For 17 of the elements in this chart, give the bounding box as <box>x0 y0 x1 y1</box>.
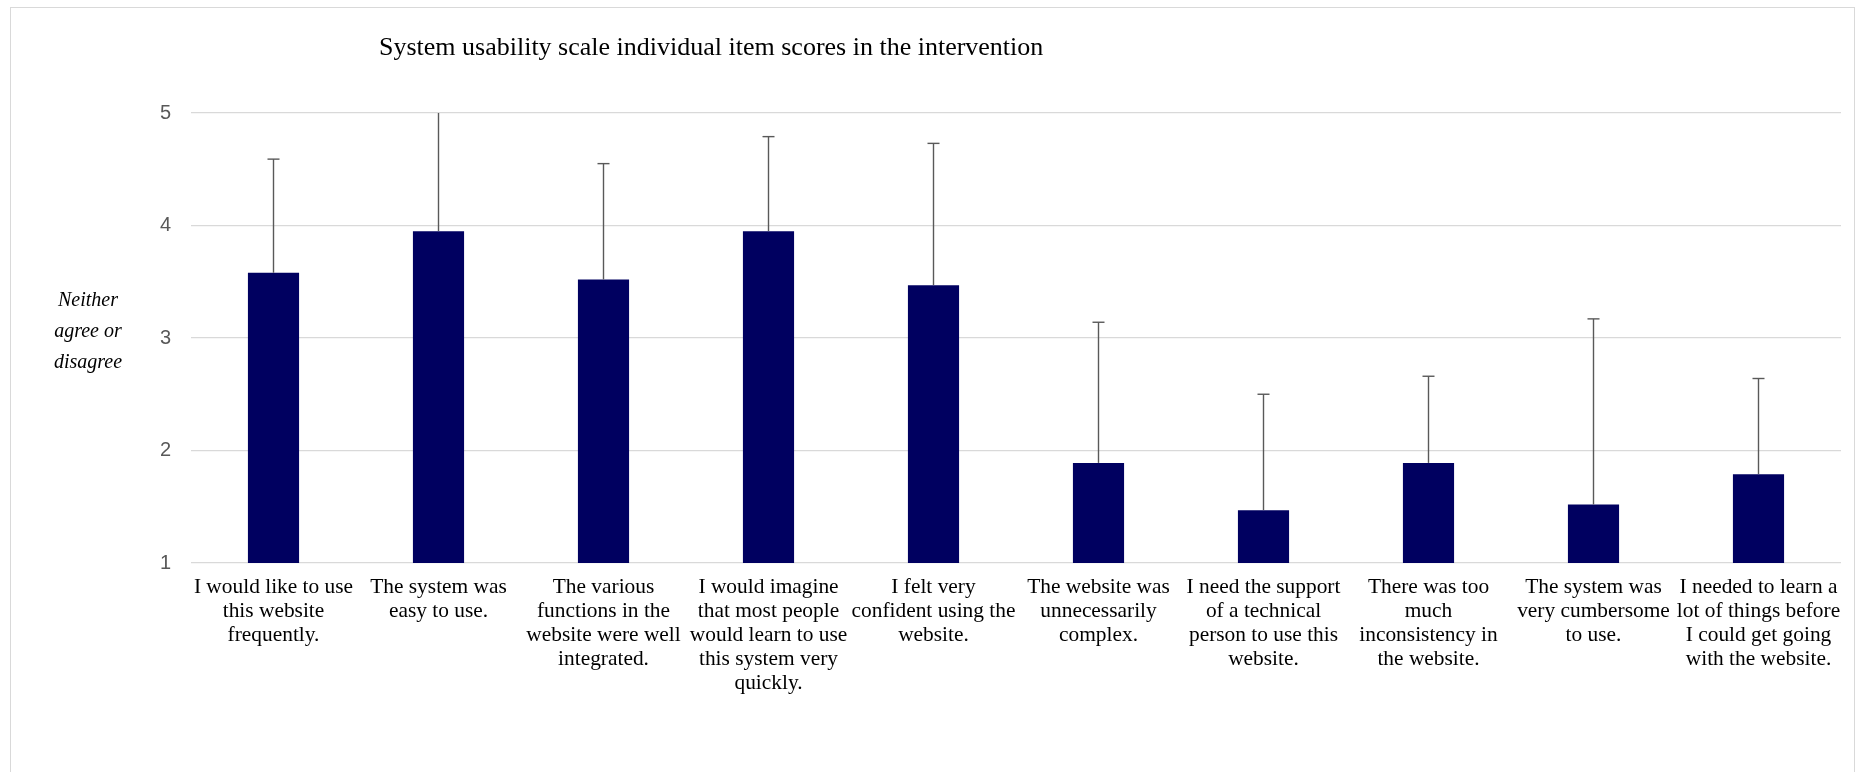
x-tick-label: The system was very cumbersome to use. <box>1517 573 1670 647</box>
x-tick-label: I felt very confident using the website. <box>851 573 1016 647</box>
y-axis-title: Neither agree or disagree <box>52 286 124 375</box>
y-tick-label: 2 <box>159 438 171 461</box>
y-tick-label: 5 <box>159 100 171 123</box>
y-tick-label: 1 <box>159 550 171 573</box>
x-tick-label: There was too much inconsistency in the website. <box>1359 573 1499 671</box>
x-tick-label: The website was unnecessarily complex. <box>1027 573 1170 647</box>
chart-title: System usability scale individual item scores in the intervention <box>379 32 1044 62</box>
y-tick-label: 3 <box>159 325 171 348</box>
x-tick-label: I would like to use this website frequently. <box>193 573 354 647</box>
x-tick-label: I would imagine that most people would learn to use this system very quickly. <box>689 573 848 695</box>
x-tick-label: I need the support of a technical person to use this website. <box>1186 573 1341 671</box>
x-tick-label: The system was easy to use. <box>370 573 507 622</box>
y-tick-label: 4 <box>159 213 171 236</box>
x-tick-label: The various functions in the website were well integrated. <box>526 573 681 671</box>
x-tick-label: I needed to learn a lot of things before I could get going with the website. <box>1676 573 1841 671</box>
